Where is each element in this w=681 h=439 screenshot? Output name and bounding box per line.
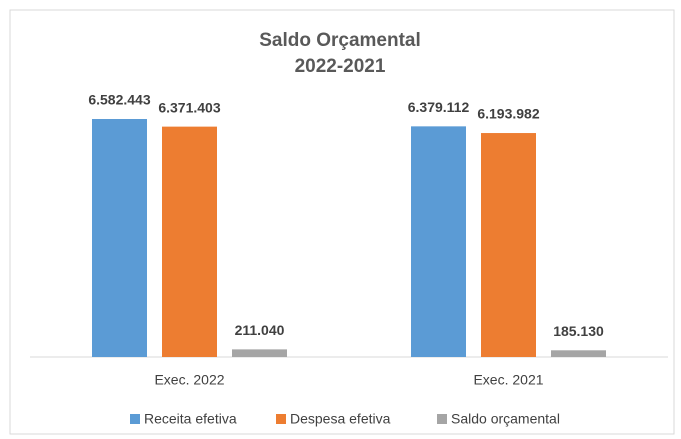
legend-label: Receita efetiva	[144, 411, 237, 427]
chart-subtitle: 2022-2021	[295, 56, 386, 77]
x-tick-label: Exec. 2022	[154, 372, 224, 388]
value-label: 185.130	[553, 323, 604, 339]
bar	[411, 126, 466, 357]
legend-swatch	[276, 414, 286, 424]
bar	[551, 350, 606, 357]
value-label: 6.582.443	[88, 92, 150, 108]
bar	[162, 126, 217, 358]
x-tick-label: Exec. 2021	[473, 372, 543, 388]
legend-swatch	[437, 414, 447, 424]
value-label: 6.371.403	[158, 99, 220, 115]
bar	[92, 119, 147, 357]
bar	[232, 349, 287, 357]
bar	[481, 133, 536, 357]
value-label: 6.193.982	[477, 106, 539, 122]
value-label: 6.379.112	[408, 99, 470, 115]
legend-label: Despesa efetiva	[290, 411, 391, 427]
chart-title: Saldo Orçamental	[259, 30, 421, 51]
legend-label: Saldo orçamental	[451, 411, 560, 427]
legend-swatch	[130, 414, 140, 424]
value-label: 211.040	[235, 322, 285, 338]
